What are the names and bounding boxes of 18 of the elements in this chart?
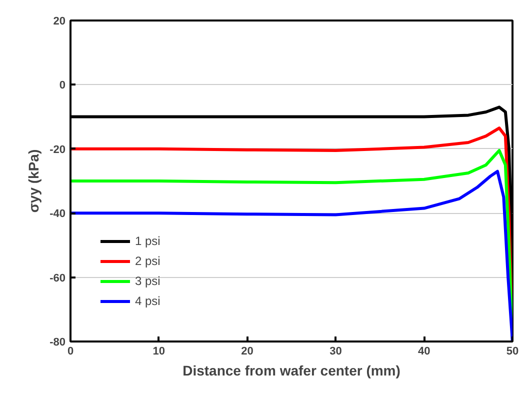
y-axis-title: σyy (kPa)	[26, 149, 42, 213]
legend-label: 2 psi	[135, 254, 160, 268]
x-tick-label: 20	[241, 346, 254, 358]
x-tick-label: 40	[418, 346, 430, 358]
y-tick-label: -20	[50, 144, 66, 156]
legend-label: 3 psi	[135, 274, 160, 288]
legend-label: 1 psi	[135, 234, 160, 248]
y-tick-label: -40	[50, 208, 66, 220]
y-tick-label: 20	[53, 16, 66, 28]
legend-label: 4 psi	[135, 294, 160, 308]
y-tick-label: -60	[50, 272, 66, 284]
x-tick-label: 30	[330, 346, 342, 358]
x-tick-label: 50	[506, 346, 519, 358]
x-axis-title: Distance from wafer center (mm)	[182, 362, 400, 378]
y-tick-label: 0	[59, 80, 66, 92]
x-tick-label: 0	[67, 346, 74, 358]
x-tick-label: 10	[152, 346, 166, 358]
y-tick-label: -80	[50, 336, 66, 348]
